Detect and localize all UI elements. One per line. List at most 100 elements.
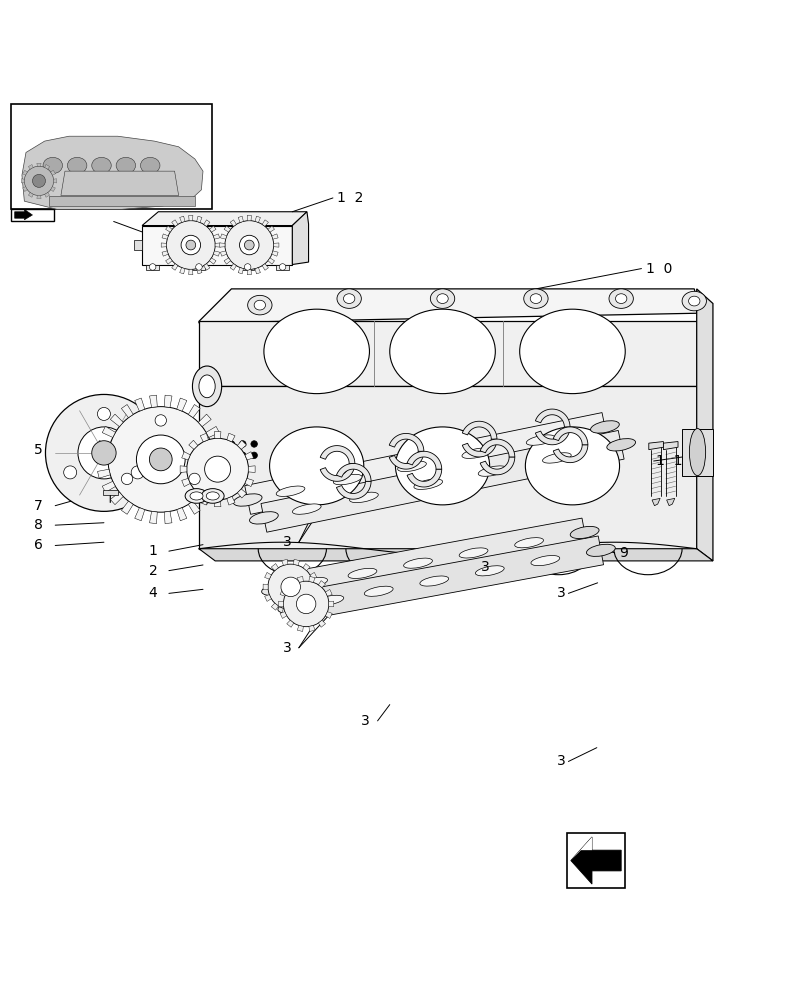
- Ellipse shape: [140, 157, 160, 174]
- Text: 3: 3: [480, 560, 489, 574]
- Polygon shape: [204, 264, 210, 270]
- Polygon shape: [102, 481, 115, 492]
- Polygon shape: [102, 426, 115, 437]
- Bar: [11, 104, 212, 209]
- Polygon shape: [237, 489, 247, 498]
- Polygon shape: [206, 426, 219, 437]
- Polygon shape: [320, 463, 354, 481]
- Ellipse shape: [192, 366, 221, 407]
- Polygon shape: [278, 601, 283, 607]
- Ellipse shape: [97, 407, 110, 420]
- Polygon shape: [188, 440, 198, 449]
- Text: 3: 3: [556, 754, 565, 768]
- Polygon shape: [21, 179, 24, 183]
- Polygon shape: [196, 268, 202, 274]
- Text: 3: 3: [556, 586, 565, 600]
- Ellipse shape: [189, 473, 200, 485]
- Polygon shape: [110, 492, 123, 505]
- Polygon shape: [209, 258, 216, 264]
- Ellipse shape: [251, 452, 257, 459]
- Text: 9: 9: [618, 546, 627, 560]
- Polygon shape: [161, 251, 168, 256]
- Ellipse shape: [337, 289, 361, 308]
- Polygon shape: [310, 572, 316, 579]
- Text: 5: 5: [34, 443, 43, 457]
- Polygon shape: [247, 215, 251, 221]
- Polygon shape: [325, 589, 332, 596]
- Polygon shape: [552, 445, 587, 463]
- Ellipse shape: [228, 452, 234, 459]
- Polygon shape: [230, 220, 236, 226]
- Text: 3: 3: [282, 535, 291, 549]
- Polygon shape: [50, 170, 55, 175]
- Ellipse shape: [436, 294, 448, 303]
- Polygon shape: [198, 414, 211, 427]
- Ellipse shape: [530, 556, 559, 566]
- Text: 1  0: 1 0: [645, 262, 671, 276]
- Ellipse shape: [201, 489, 224, 503]
- Polygon shape: [272, 251, 278, 256]
- Ellipse shape: [348, 568, 376, 578]
- Polygon shape: [666, 498, 674, 506]
- Polygon shape: [388, 451, 423, 469]
- Ellipse shape: [523, 289, 547, 308]
- Polygon shape: [110, 414, 123, 427]
- Ellipse shape: [261, 583, 290, 595]
- Polygon shape: [142, 212, 307, 226]
- Polygon shape: [199, 321, 696, 386]
- Polygon shape: [149, 511, 157, 524]
- Ellipse shape: [530, 294, 541, 303]
- Polygon shape: [214, 432, 221, 438]
- Ellipse shape: [403, 558, 432, 568]
- Polygon shape: [171, 220, 178, 226]
- Polygon shape: [161, 234, 168, 239]
- Polygon shape: [297, 576, 303, 582]
- Ellipse shape: [244, 240, 254, 250]
- Polygon shape: [226, 496, 234, 505]
- Polygon shape: [293, 608, 299, 614]
- Polygon shape: [103, 490, 118, 495]
- Ellipse shape: [190, 492, 203, 500]
- Ellipse shape: [149, 264, 156, 270]
- Polygon shape: [211, 469, 224, 478]
- Polygon shape: [238, 216, 243, 222]
- Text: 3: 3: [282, 641, 291, 655]
- Ellipse shape: [108, 407, 213, 512]
- Polygon shape: [651, 498, 659, 506]
- Polygon shape: [336, 463, 371, 481]
- Ellipse shape: [298, 577, 327, 588]
- Ellipse shape: [276, 486, 304, 496]
- Polygon shape: [461, 439, 496, 457]
- Ellipse shape: [186, 240, 195, 250]
- Polygon shape: [198, 492, 211, 505]
- Ellipse shape: [269, 427, 363, 505]
- Polygon shape: [241, 265, 254, 270]
- Polygon shape: [648, 442, 663, 450]
- Ellipse shape: [608, 289, 633, 308]
- Polygon shape: [171, 264, 178, 270]
- Ellipse shape: [195, 264, 202, 270]
- Ellipse shape: [343, 294, 354, 303]
- Polygon shape: [134, 240, 142, 250]
- Text: 8: 8: [34, 518, 43, 532]
- Polygon shape: [146, 265, 159, 270]
- Polygon shape: [273, 518, 586, 604]
- Polygon shape: [215, 243, 221, 247]
- Ellipse shape: [419, 576, 448, 586]
- Ellipse shape: [283, 581, 328, 627]
- Polygon shape: [534, 427, 569, 445]
- Polygon shape: [192, 265, 205, 270]
- Polygon shape: [45, 193, 49, 197]
- Ellipse shape: [458, 548, 487, 558]
- Ellipse shape: [395, 427, 489, 505]
- Polygon shape: [199, 549, 712, 561]
- Ellipse shape: [364, 586, 393, 596]
- Polygon shape: [199, 386, 696, 549]
- Polygon shape: [264, 595, 271, 601]
- Ellipse shape: [569, 526, 599, 539]
- Ellipse shape: [606, 439, 635, 451]
- Polygon shape: [280, 589, 286, 596]
- Polygon shape: [293, 559, 299, 565]
- Polygon shape: [209, 226, 216, 232]
- Polygon shape: [188, 215, 193, 221]
